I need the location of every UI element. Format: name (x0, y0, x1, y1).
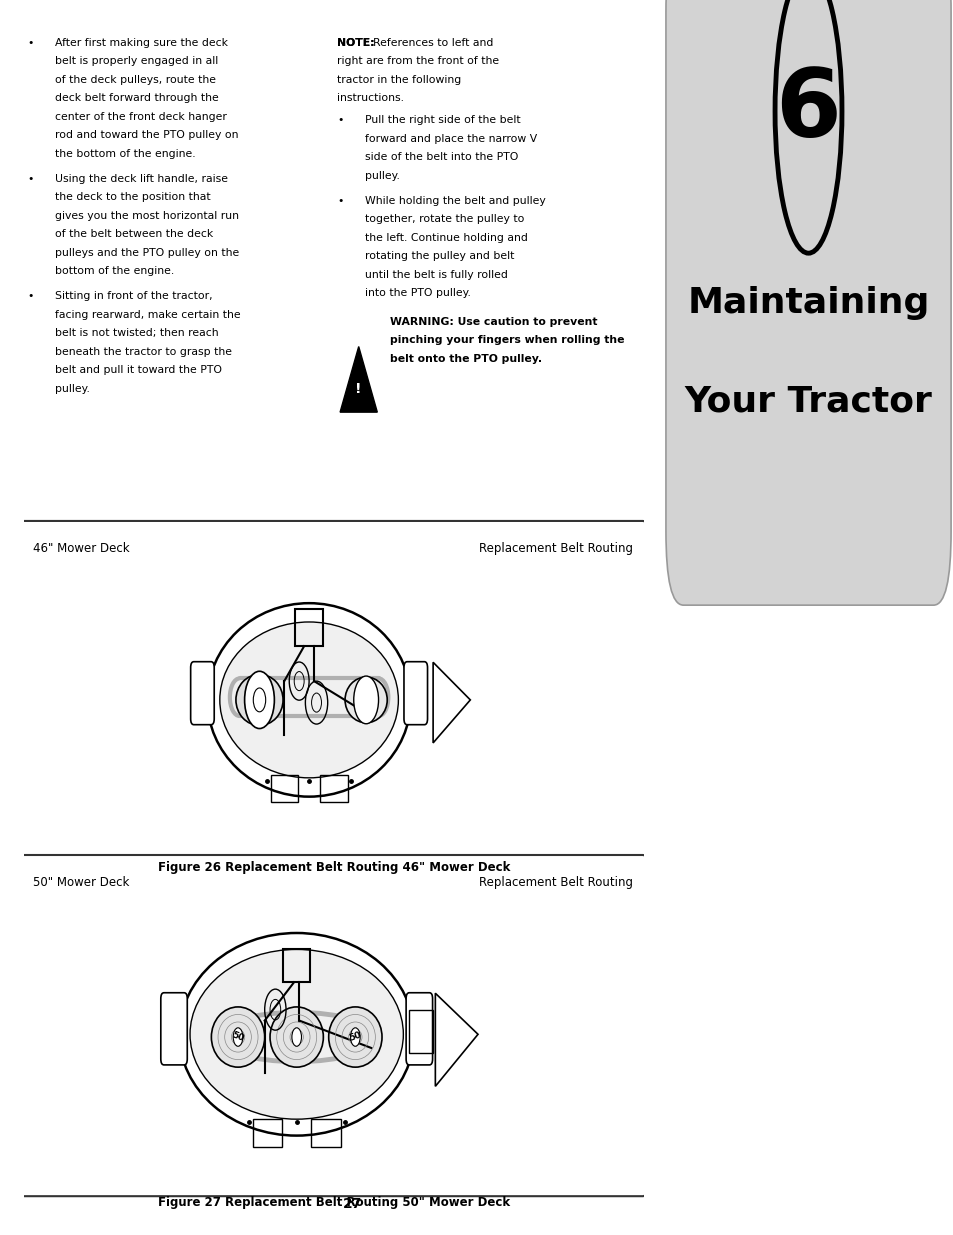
Text: pulleys and the PTO pulley on the: pulleys and the PTO pulley on the (54, 248, 239, 258)
Text: pulley.: pulley. (54, 384, 90, 394)
Text: pinching your fingers when rolling the: pinching your fingers when rolling the (389, 336, 623, 346)
Text: Pull the right side of the belt: Pull the right side of the belt (364, 115, 520, 126)
FancyBboxPatch shape (665, 0, 950, 605)
Text: deck belt forward through the: deck belt forward through the (54, 94, 218, 104)
Text: pulley.: pulley. (364, 170, 399, 180)
Bar (408, 1010, 433, 1053)
Text: •: • (336, 115, 343, 126)
Text: •: • (27, 38, 33, 48)
Circle shape (233, 1028, 243, 1046)
Text: 50: 50 (348, 1031, 362, 1044)
Text: •: • (27, 174, 33, 184)
Text: 50: 50 (231, 1031, 245, 1044)
Text: until the belt is fully rolled: until the belt is fully rolled (364, 270, 507, 280)
Ellipse shape (212, 1007, 264, 1067)
Bar (271, 776, 297, 802)
Ellipse shape (190, 950, 403, 1119)
FancyBboxPatch shape (19, 521, 647, 856)
Text: !: ! (355, 382, 361, 395)
Bar (283, 950, 310, 982)
Text: of the deck pulleys, route the: of the deck pulleys, route the (54, 75, 215, 85)
Text: •: • (27, 291, 33, 301)
Text: References to left and: References to left and (373, 38, 493, 48)
Text: Figure 26 Replacement Belt Routing 46" Mower Deck: Figure 26 Replacement Belt Routing 46" M… (157, 861, 510, 874)
Text: beneath the tractor to grasp the: beneath the tractor to grasp the (54, 347, 232, 357)
Text: belt is not twisted; then reach: belt is not twisted; then reach (54, 329, 218, 338)
Text: Using the deck lift handle, raise: Using the deck lift handle, raise (54, 174, 228, 184)
Text: While holding the belt and pulley: While holding the belt and pulley (364, 196, 545, 206)
Ellipse shape (235, 674, 283, 725)
Circle shape (354, 676, 378, 724)
Polygon shape (433, 662, 470, 743)
Text: right are from the front of the: right are from the front of the (336, 57, 498, 67)
Text: Replacement Belt Routing: Replacement Belt Routing (479, 877, 633, 889)
FancyBboxPatch shape (19, 855, 647, 1197)
Circle shape (350, 1028, 360, 1046)
Text: 46" Mower Deck: 46" Mower Deck (33, 542, 130, 556)
Text: belt onto the PTO pulley.: belt onto the PTO pulley. (389, 354, 541, 364)
Text: 6: 6 (775, 65, 841, 157)
Ellipse shape (270, 1007, 323, 1067)
Text: the left. Continue holding and: the left. Continue holding and (364, 233, 527, 243)
Bar (311, 1119, 340, 1146)
Text: the bottom of the engine.: the bottom of the engine. (54, 148, 195, 159)
Ellipse shape (329, 1007, 381, 1067)
Text: 27: 27 (343, 1197, 362, 1212)
Text: Sitting in front of the tractor,: Sitting in front of the tractor, (54, 291, 213, 301)
Text: 50" Mower Deck: 50" Mower Deck (33, 877, 130, 889)
Text: side of the belt into the PTO: side of the belt into the PTO (364, 152, 517, 163)
Text: instructions.: instructions. (336, 94, 403, 104)
Text: rotating the pulley and belt: rotating the pulley and belt (364, 252, 514, 262)
Text: Replacement Belt Routing: Replacement Belt Routing (479, 542, 633, 556)
Ellipse shape (345, 677, 387, 722)
Text: into the PTO pulley.: into the PTO pulley. (364, 288, 470, 299)
FancyBboxPatch shape (406, 993, 432, 1065)
Text: Figure 27 Replacement Belt Routing 50" Mower Deck: Figure 27 Replacement Belt Routing 50" M… (157, 1197, 510, 1209)
Bar (320, 776, 347, 802)
Bar (253, 1119, 282, 1146)
Text: center of the front deck hanger: center of the front deck hanger (54, 111, 227, 122)
Text: After first making sure the deck: After first making sure the deck (54, 38, 228, 48)
Text: Maintaining: Maintaining (686, 285, 929, 320)
Text: belt and pull it toward the PTO: belt and pull it toward the PTO (54, 366, 222, 375)
Text: rod and toward the PTO pulley on: rod and toward the PTO pulley on (54, 130, 238, 141)
Circle shape (244, 672, 274, 729)
Text: facing rearward, make certain the: facing rearward, make certain the (54, 310, 240, 320)
Text: forward and place the narrow V: forward and place the narrow V (364, 133, 537, 144)
Circle shape (292, 1028, 301, 1046)
Bar (295, 609, 322, 646)
Text: WARNING: Use caution to prevent: WARNING: Use caution to prevent (389, 317, 597, 327)
Text: of the belt between the deck: of the belt between the deck (54, 230, 213, 240)
Text: the deck to the position that: the deck to the position that (54, 193, 211, 203)
FancyBboxPatch shape (403, 662, 427, 725)
Text: NOTE:: NOTE: (336, 38, 375, 48)
Text: gives you the most horizontal run: gives you the most horizontal run (54, 211, 238, 221)
FancyBboxPatch shape (191, 662, 214, 725)
Text: together, rotate the pulley to: together, rotate the pulley to (364, 215, 524, 225)
Text: belt is properly engaged in all: belt is properly engaged in all (54, 57, 218, 67)
Text: •: • (336, 196, 343, 206)
Text: Your Tractor: Your Tractor (684, 384, 931, 419)
Polygon shape (435, 993, 477, 1087)
FancyBboxPatch shape (161, 993, 187, 1065)
Polygon shape (340, 347, 377, 412)
Text: bottom of the engine.: bottom of the engine. (54, 267, 173, 277)
Text: NOTE:: NOTE: (336, 38, 375, 48)
Ellipse shape (219, 622, 398, 778)
Text: tractor in the following: tractor in the following (336, 75, 460, 85)
